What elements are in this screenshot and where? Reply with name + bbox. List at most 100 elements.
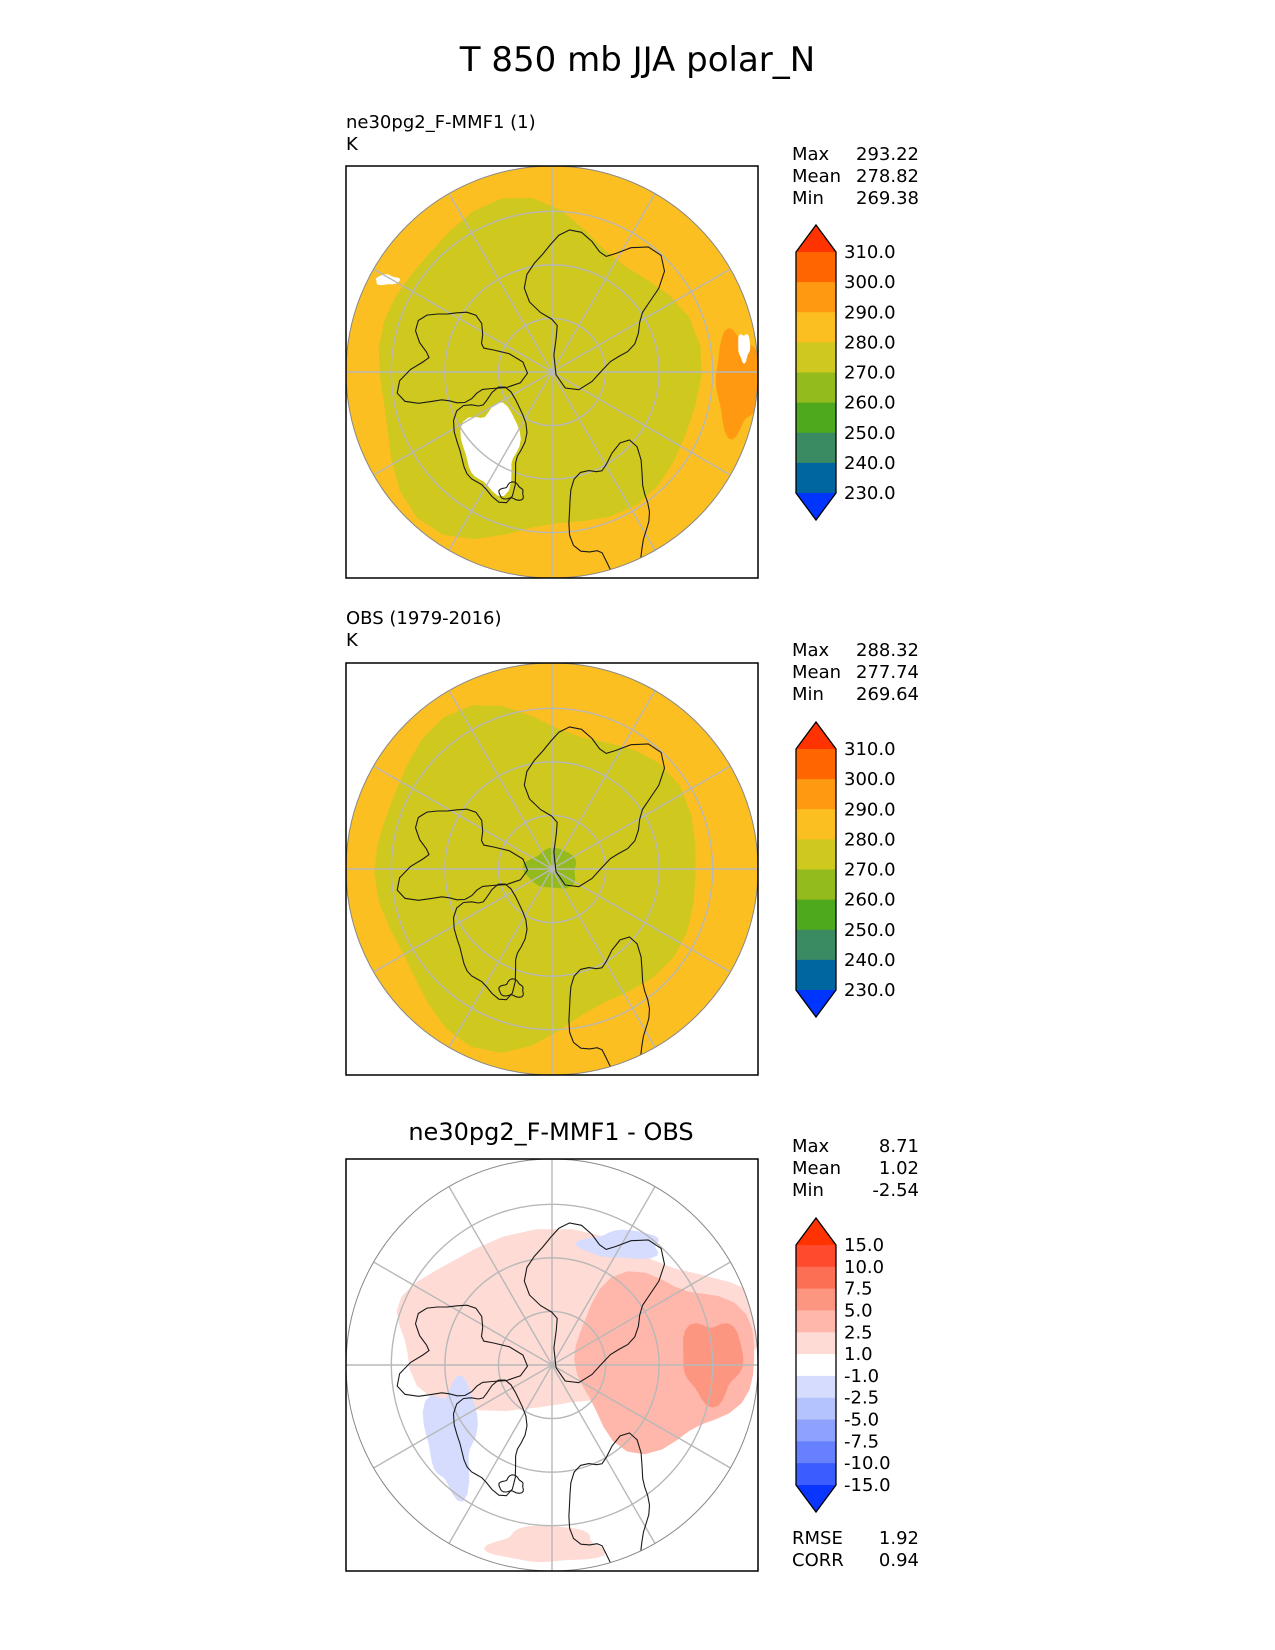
colorbar-tick-label: 10.0 — [844, 1257, 884, 1278]
map-frame — [345, 165, 759, 579]
stat-value: 293.22 — [856, 144, 919, 165]
colorbar-tick-label: 240.0 — [844, 950, 896, 971]
colorbar-tick-label: 310.0 — [844, 242, 896, 263]
panel1-stats: Max 293.22 Mean 278.82 Min 269.38 — [792, 144, 919, 210]
panel2-units: K — [346, 630, 358, 651]
colorbar-tick-label: 270.0 — [844, 363, 896, 384]
colorbar-segment — [796, 749, 836, 780]
map-panel-1 — [345, 165, 759, 579]
coastline-archipelago — [396, 1304, 529, 1397]
colorbar-extend-min — [796, 990, 836, 1017]
stat-value: 8.71 — [878, 1136, 919, 1157]
colorbar-segment — [796, 899, 836, 931]
stat-label: Max — [792, 1136, 830, 1157]
stat-row: Mean 277.74 — [792, 662, 919, 684]
coastline-siberia — [523, 1222, 666, 1384]
stat-value: 269.64 — [856, 684, 919, 705]
colorbar-outline — [795, 720, 837, 1019]
field-band-290-300 — [715, 328, 758, 440]
colorbar-tick-label: -10.0 — [844, 1453, 891, 1474]
colorbar-tick-label: 5.0 — [844, 1300, 873, 1321]
colorbar-segment — [796, 1375, 836, 1399]
stat-label: CORR — [792, 1550, 844, 1571]
colorbar-segment — [796, 1266, 836, 1290]
colorbar-2: 310.0 300.0 290.0 280.0 270.0 260.0 250.0 240.0… — [795, 720, 896, 1019]
colorbar-extend-max — [796, 722, 836, 749]
stat-row: Max 288.32 — [792, 640, 919, 662]
stat-row: Max 293.22 — [792, 144, 919, 166]
colorbar-1: 310.0 300.0 290.0 280.0 270.0 260.0 250.0 240.0… — [795, 223, 896, 522]
colorbar-tick-label: 260.0 — [844, 393, 896, 414]
colorbar-segment — [796, 869, 836, 901]
stat-value: 269.38 — [856, 188, 919, 209]
map-field — [346, 166, 758, 578]
colorbar-segment — [796, 1288, 836, 1311]
graticule — [346, 1159, 758, 1571]
coastline-greenland — [452, 883, 528, 1001]
coastline-iceland — [498, 1474, 524, 1494]
coastline-greenland — [452, 386, 528, 504]
stat-label: Min — [792, 1180, 824, 1201]
coastline-archipelago — [396, 311, 529, 404]
panel1-units: K — [346, 134, 358, 155]
stat-label: Mean — [792, 662, 842, 683]
map-frame — [345, 1158, 759, 1572]
field-band-2.5-5 — [574, 1271, 755, 1455]
colorbar-segment — [796, 312, 836, 343]
colorbar-segment — [796, 342, 836, 373]
stat-label: RMSE — [792, 1528, 843, 1549]
colorbar-extend-min — [796, 1485, 836, 1512]
coastline-greenland — [452, 1379, 528, 1497]
colorbar-segment — [796, 1419, 836, 1442]
colorbar-tick-label: -15.0 — [844, 1475, 891, 1496]
stat-label: Mean — [792, 1158, 842, 1179]
colorbar-tick-label: 280.0 — [844, 332, 896, 353]
field-band-neg1-neg2.5 — [422, 1375, 478, 1502]
colorbar-outline — [795, 223, 837, 522]
colorbar-segment — [796, 929, 836, 961]
colorbar-tick-label: 260.0 — [844, 890, 896, 911]
colorbar-extend-min — [796, 493, 836, 520]
colorbar-tick-label: 280.0 — [844, 829, 896, 850]
panel2-stats: Max 288.32 Mean 277.74 Min 269.64 — [792, 640, 919, 706]
colorbar-tick-label: -1.0 — [844, 1366, 879, 1387]
colorbar-tick-label: 1.0 — [844, 1344, 873, 1365]
field-missing — [375, 274, 401, 286]
colorbar-segment — [796, 252, 836, 283]
colorbar-segment — [796, 1354, 836, 1377]
graticule — [346, 663, 758, 1075]
colorbar-segment — [796, 1397, 836, 1421]
colorbar-tick-label: 250.0 — [844, 423, 896, 444]
stat-value: 277.74 — [856, 662, 919, 683]
stat-label: Max — [792, 640, 830, 661]
panel2-title: OBS (1979-2016) — [346, 608, 502, 629]
stat-value: 1.92 — [878, 1528, 919, 1549]
colorbar-segment — [796, 809, 836, 840]
stat-label: Min — [792, 188, 824, 209]
stat-label: Max — [792, 144, 830, 165]
stat-row: Max 8.71 — [792, 1136, 919, 1158]
panel3-stats: Max 8.71 Mean 1.02 Min -2.54 — [792, 1136, 919, 1202]
colorbar-tick-label: -7.5 — [844, 1431, 879, 1452]
figure-title: T 850 mb JJA polar_N — [459, 40, 816, 80]
colorbar-tick-label: 310.0 — [844, 739, 896, 760]
graticule — [346, 166, 758, 578]
field-band-neg1-neg2.5 — [575, 1229, 659, 1259]
coastlines — [396, 229, 666, 578]
coastline-archipelago — [396, 808, 529, 901]
colorbar-tick-label: 230.0 — [844, 980, 896, 1001]
coastline-iceland — [498, 481, 524, 501]
coastline-siberia — [523, 726, 666, 888]
panel3-metrics: RMSE 1.92 CORR 0.94 — [792, 1528, 919, 1572]
colorbar-segment — [796, 282, 836, 313]
panel1-title: ne30pg2_F-MMF1 (1) — [346, 112, 536, 133]
colorbar-tick-label: 250.0 — [844, 920, 896, 941]
colorbar-segment — [796, 1332, 836, 1355]
stat-value: 288.32 — [856, 640, 919, 661]
colorbar-segment — [796, 402, 836, 434]
colorbar-segment — [796, 1245, 836, 1268]
map-panel-3 — [345, 1158, 759, 1572]
colorbar-tick-label: -2.5 — [844, 1388, 879, 1409]
map-field — [346, 1159, 758, 1571]
map-field — [346, 663, 758, 1075]
